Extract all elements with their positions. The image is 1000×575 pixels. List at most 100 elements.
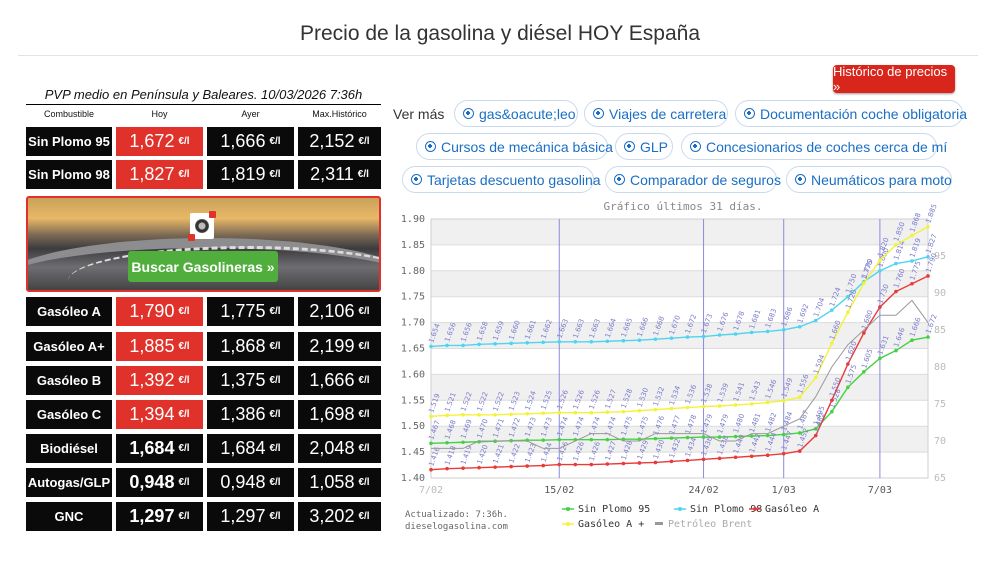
price-unit: €/l [178, 341, 190, 352]
fuel-name-value: Sin Plomo 95 [28, 134, 110, 149]
price-unit: €/l [178, 409, 190, 420]
data-point [701, 457, 706, 462]
price-ayer-value: 1,775 [220, 301, 266, 321]
grid-band [431, 322, 928, 349]
plus-circle-icon [411, 174, 422, 185]
buscar-gasolineras-banner[interactable]: Buscar Gasolineras » [26, 196, 381, 292]
data-point [894, 243, 898, 247]
price-ayer-value: 0,948 [220, 472, 266, 492]
price-unit: €/l [358, 375, 370, 386]
legend-entry: Sin Plomo 98 [690, 504, 762, 515]
data-point [589, 437, 594, 442]
y-tick-label: 1.40 [401, 473, 425, 484]
link-pill[interactable]: gas&oacute;leo [454, 100, 578, 127]
price-hoy: 0,948 €/l [116, 468, 203, 497]
price-max-historico-value: 2,106 [309, 301, 355, 321]
price-unit: €/l [178, 136, 190, 147]
price-unit: €/l [178, 169, 190, 180]
data-point [749, 402, 754, 406]
data-point [862, 281, 866, 286]
price-hoy: 1,394 €/l [116, 400, 203, 429]
data-point [813, 318, 818, 323]
historico-precios-button[interactable]: Histórico de precios » [833, 64, 955, 94]
price-unit: €/l [269, 136, 281, 147]
plot-frame [430, 218, 929, 479]
series-line [431, 299, 929, 449]
price-unit: €/l [269, 477, 281, 488]
link-pill[interactable]: Concesionarios de coches cerca de mí [681, 133, 947, 160]
data-point [749, 454, 754, 459]
data-point [862, 331, 866, 335]
link-pill[interactable]: GLP [615, 133, 673, 160]
y-tick-label: 1.60 [401, 369, 425, 380]
data-point [846, 362, 850, 366]
link-pill[interactable]: Documentación coche obligatoria [735, 100, 967, 127]
data-point [830, 409, 834, 414]
data-point [685, 458, 690, 463]
link-label: Concesionarios de coches cerca de mí [706, 138, 948, 155]
price-hoy: 1,392 €/l [116, 366, 203, 395]
data-point [509, 341, 513, 346]
data-point [621, 409, 626, 414]
price-hoy: 1,885 €/l [116, 332, 203, 361]
legend-swatch [655, 522, 663, 525]
data-point [781, 451, 786, 456]
data-point [493, 413, 497, 417]
grid-band [431, 426, 928, 453]
price-unit: €/l [178, 511, 190, 522]
data-point [830, 398, 834, 403]
data-point [461, 440, 465, 445]
data-point [445, 466, 449, 471]
data-point [910, 338, 914, 343]
data-point [509, 464, 513, 469]
data-point [878, 356, 882, 361]
y2-tick-label: 95 [934, 251, 946, 262]
price-unit: €/l [358, 409, 370, 420]
data-point [894, 289, 898, 294]
y2-tick-label: 65 [934, 473, 946, 484]
price-max-historico: 2,048 €/l [298, 434, 381, 463]
data-point [589, 462, 594, 467]
plus-circle-icon [425, 141, 436, 152]
price-unit: €/l [269, 443, 281, 454]
data-point [541, 340, 546, 345]
link-pill[interactable]: Neumáticos para moto [786, 166, 952, 193]
y2-tick-label: 75 [934, 399, 946, 410]
legend-entry: Gasóleo A [765, 503, 819, 515]
price-ayer: 1,819 €/l [207, 160, 294, 189]
data-point [445, 440, 449, 445]
plus-circle-icon [593, 108, 604, 119]
plus-circle-icon [624, 141, 635, 152]
link-pill[interactable]: Cursos de mecánica básica [416, 133, 613, 160]
data-point [765, 433, 770, 438]
price-chart: Gráfico últimos 31 días. 1.40 1.45 1.50 1.55… [393, 197, 973, 537]
data-point [573, 462, 578, 467]
data-point [926, 274, 930, 278]
chart-svg: Gráfico últimos 31 días. 1.40 1.45 1.50 1.55… [401, 200, 946, 532]
plus-circle-icon [614, 174, 625, 185]
y-tick-label: 1.70 [401, 318, 425, 329]
price-ayer-value: 1,375 [220, 370, 266, 390]
price-max-historico-value: 1,666 [309, 370, 355, 390]
link-pill[interactable]: Comparador de seguros [605, 166, 781, 193]
y-tick-label: 1.55 [401, 395, 425, 406]
price-max-historico-value: 2,199 [309, 336, 355, 356]
source-text: dieselogasolina.com [405, 522, 508, 532]
price-hoy-value: 1,297 [129, 506, 175, 526]
price-unit: €/l [269, 409, 281, 420]
y-tick-label: 1.50 [401, 421, 425, 432]
price-unit: €/l [358, 511, 370, 522]
data-point [797, 324, 802, 329]
data-point [573, 410, 578, 415]
price-max-historico: 2,199 €/l [298, 332, 381, 361]
data-point [733, 434, 738, 439]
data-point [605, 437, 610, 442]
price-hoy-value: 1,790 [129, 301, 175, 321]
price-hoy-value: 1,394 [129, 404, 175, 424]
data-point [429, 344, 433, 349]
buscar-gasolineras-button[interactable]: Buscar Gasolineras » [128, 251, 278, 282]
link-pill[interactable]: Tarjetas descuento gasolina [402, 166, 601, 193]
price-hoy-value: 0,948 [129, 472, 175, 492]
updated-text: Actualizado: 7:36h. [405, 510, 508, 520]
link-pill[interactable]: Viajes de carretera [584, 100, 728, 127]
